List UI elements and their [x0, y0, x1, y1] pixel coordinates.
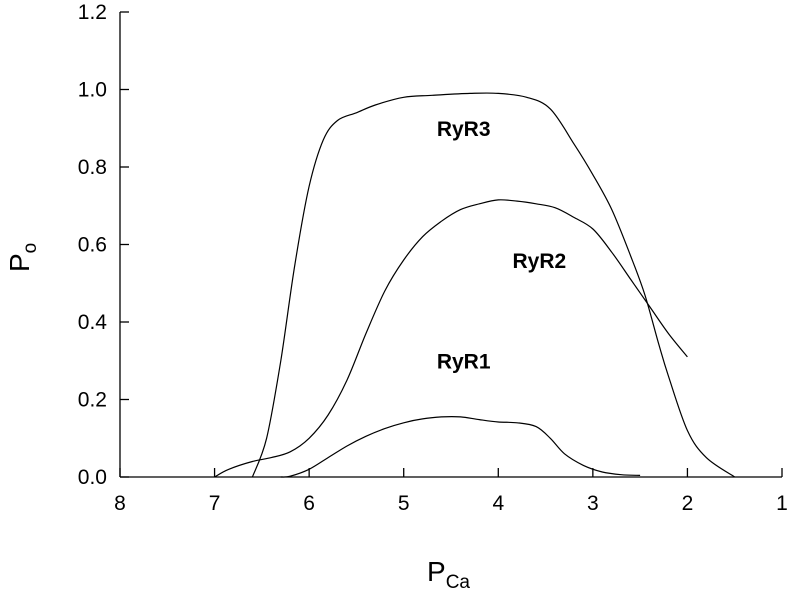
series-label-ryr3: RyR3 [437, 118, 491, 141]
y-tick-label: 0.0 [78, 466, 107, 489]
y-tick-label: 1.2 [78, 1, 107, 24]
x-tick-label: 3 [587, 492, 599, 515]
series-line-ryr3 [251, 92, 736, 478]
x-tick-label: 5 [398, 492, 410, 515]
y-tick-label: 0.8 [78, 156, 107, 179]
plot-area: 0.0 0.2 0.4 0.6 0.8 1.0 1.2 8 7 6 5 4 3 2 1 PCa Po RyR3 Ry… [4, 1, 788, 590]
x-axis-title: PCa [427, 556, 470, 590]
series-line-ryr1 [280, 416, 641, 478]
x-tick-label: 8 [114, 492, 126, 515]
x-tick-label: 4 [492, 492, 504, 515]
y-axis-title: Po [4, 243, 41, 272]
x-tick-label: 7 [209, 492, 221, 515]
x-tick-label: 1 [776, 492, 788, 515]
x-tick-label: 6 [303, 492, 315, 515]
y-tick-label: 1.0 [78, 79, 107, 102]
x-tick-label: 2 [682, 492, 694, 515]
series-label-ryr1: RyR1 [437, 351, 491, 374]
y-tick-label: 0.4 [78, 311, 108, 334]
series-line-ryr2 [214, 199, 688, 478]
y-tick-label: 0.6 [78, 234, 107, 257]
series-label-ryr2: RyR2 [512, 250, 566, 273]
y-tick-label: 0.2 [78, 389, 107, 412]
